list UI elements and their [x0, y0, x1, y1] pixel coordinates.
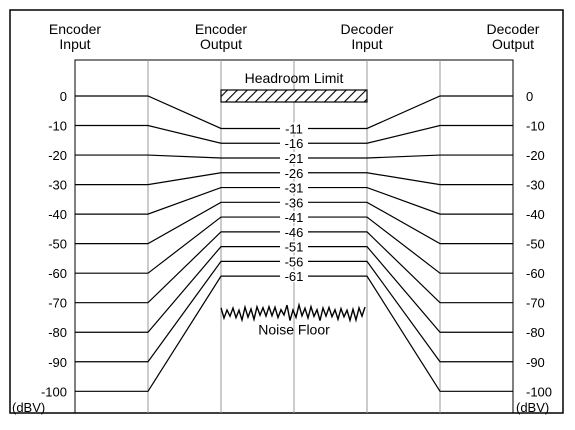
unit-label-right: (dBV)	[516, 400, 549, 415]
output-level-label: -90	[526, 355, 545, 370]
compressed-level-label: -16	[285, 136, 304, 151]
compressed-label-bg	[280, 270, 308, 283]
compressed-level-label: -61	[285, 269, 304, 284]
input-level-label: -20	[48, 148, 67, 163]
input-level-label: -30	[48, 178, 67, 193]
input-level-label: -90	[48, 355, 67, 370]
compressed-level-label: -26	[285, 166, 304, 181]
header-decoder-output-line2: Output	[492, 36, 534, 52]
output-level-label: -50	[526, 237, 545, 252]
input-level-label: -10	[48, 119, 67, 134]
unit-label-left: (dBV)	[12, 400, 45, 415]
header-decoder-input-line2: Input	[351, 36, 382, 52]
compressed-level-label: -11	[285, 121, 303, 136]
input-level-label: 0	[60, 89, 67, 104]
axis-labels: 0 0 -10 -10 -20 -20 -30 -30 -40 -40 -50 -50 -60 -60 -7…	[41, 89, 552, 399]
compressed-level-labels: -11-16-21-26-31-36-41-46-51-56-61	[280, 121, 308, 284]
header-encoder-input-line1: Encoder	[49, 21, 101, 37]
header-decoder-output-line1: Decoder	[487, 21, 540, 37]
input-level-label: -80	[48, 325, 67, 340]
header-encoder-input-line2: Input	[59, 36, 90, 52]
header-encoder-output-line2: Output	[200, 36, 242, 52]
compressed-level-label: -46	[285, 225, 304, 240]
input-level-label: -100	[41, 384, 67, 399]
output-level-label: -20	[526, 148, 545, 163]
header-encoder-output-line1: Encoder	[195, 21, 247, 37]
compressed-label-bg	[280, 255, 308, 268]
compressed-label-bg	[280, 196, 308, 209]
compressed-level-label: -31	[285, 181, 304, 196]
input-level-label: -70	[48, 296, 67, 311]
output-level-label: -60	[526, 266, 545, 281]
output-level-label: -40	[526, 207, 545, 222]
output-level-label: 0	[526, 89, 533, 104]
output-level-label: -10	[526, 119, 545, 134]
output-level-label: -80	[526, 325, 545, 340]
header-decoder-input-line1: Decoder	[341, 21, 394, 37]
compressed-label-bg	[280, 225, 308, 238]
compressed-level-label: -56	[285, 254, 304, 269]
compressed-label-bg	[280, 166, 308, 179]
compressed-label-bg	[280, 152, 308, 165]
input-level-label: -40	[48, 207, 67, 222]
compressed-level-label: -36	[285, 195, 304, 210]
input-level-label: -50	[48, 237, 67, 252]
output-level-label: -100	[526, 384, 552, 399]
compressed-level-label: -41	[285, 210, 304, 225]
headroom-limit-bar	[220, 89, 368, 103]
output-level-label: -70	[526, 296, 545, 311]
output-level-label: -30	[526, 178, 545, 193]
input-level-label: -60	[48, 266, 67, 281]
compressed-level-label: -51	[285, 240, 304, 255]
compressed-label-bg	[280, 240, 308, 253]
compressed-label-bg	[280, 181, 308, 194]
compressed-label-bg	[280, 122, 308, 135]
headroom-limit-label: Headroom Limit	[245, 70, 344, 86]
noise-floor-trace	[220, 302, 366, 323]
compressed-label-bg	[280, 211, 308, 224]
compressed-label-bg	[280, 137, 308, 150]
compressed-level-label: -21	[285, 151, 304, 166]
noise-floor-label: Noise Floor	[258, 322, 330, 338]
